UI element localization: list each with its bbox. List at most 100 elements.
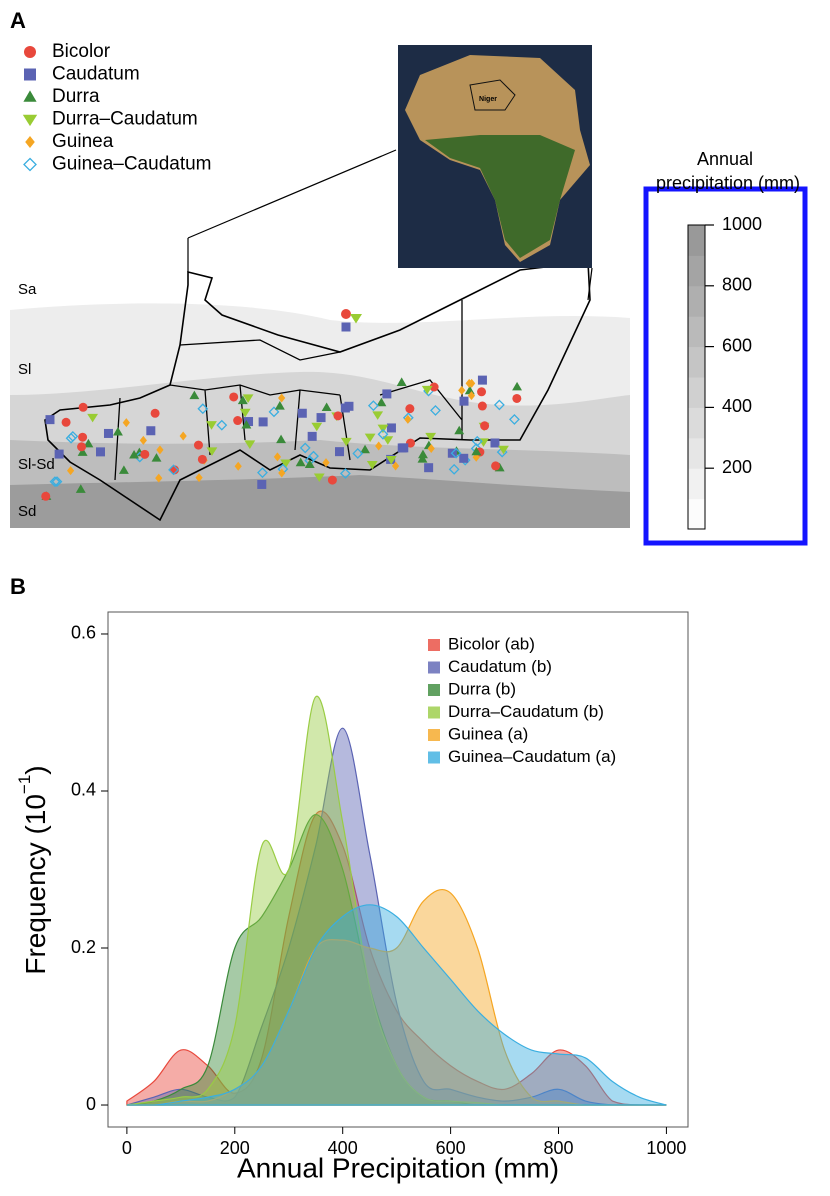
site-marker xyxy=(450,447,462,459)
colorbar-tick-label: 200 xyxy=(722,457,752,477)
site-marker xyxy=(448,463,460,475)
y-label-text: ) xyxy=(20,765,51,774)
site-marker xyxy=(129,450,140,459)
site-marker xyxy=(344,401,354,411)
legend-marker xyxy=(24,46,36,58)
site-marker xyxy=(77,442,87,452)
y-label-text: Frequency (10 xyxy=(20,794,51,975)
colorbar-tick-label: 800 xyxy=(722,275,752,295)
colorbar-cell xyxy=(688,255,705,287)
site-marker xyxy=(352,448,364,459)
site-marker xyxy=(367,400,379,412)
site-marker xyxy=(404,414,412,424)
site-marker xyxy=(391,461,400,471)
site-marker xyxy=(78,432,88,442)
site-marker xyxy=(350,314,362,324)
colorbar-cell xyxy=(688,285,705,317)
x-tick-label: 1000 xyxy=(646,1138,686,1158)
site-marker xyxy=(498,445,509,455)
x-tick-label: 200 xyxy=(220,1138,250,1158)
colorbar-cell xyxy=(688,498,705,530)
colorbar-outline xyxy=(687,224,706,530)
site-marker xyxy=(307,431,317,441)
density-area xyxy=(126,727,667,1106)
site-marker xyxy=(75,484,86,493)
site-marker xyxy=(41,491,51,501)
site-marker xyxy=(375,441,383,451)
site-marker xyxy=(454,425,465,435)
site-marker xyxy=(364,433,376,443)
site-marker xyxy=(477,375,487,385)
site-marker xyxy=(316,413,326,423)
zone-label: Sa xyxy=(18,281,37,298)
site-marker xyxy=(233,416,243,426)
site-marker xyxy=(150,408,160,418)
site-marker xyxy=(61,417,71,427)
site-marker xyxy=(274,401,285,410)
colorbar-cell xyxy=(688,437,705,469)
legend-label: Guinea–Caudatum xyxy=(52,154,212,175)
site-marker xyxy=(493,399,505,411)
zone-label: Sd xyxy=(18,503,36,520)
panel-label: A xyxy=(10,8,26,33)
zone-sd-band xyxy=(10,475,630,528)
site-marker xyxy=(477,401,487,411)
site-marker xyxy=(206,447,218,456)
site-marker xyxy=(327,475,337,485)
legend-label: Bicolor xyxy=(52,41,111,62)
site-marker xyxy=(459,396,469,406)
site-marker xyxy=(335,447,345,457)
site-marker xyxy=(237,395,248,405)
legend-marker xyxy=(23,157,37,172)
site-marker xyxy=(239,408,251,418)
site-marker xyxy=(278,468,286,478)
site-marker xyxy=(118,465,129,474)
legend-label: Bicolor (ab) xyxy=(448,634,535,653)
site-marker xyxy=(87,413,99,423)
site-marker xyxy=(51,476,63,488)
site-marker xyxy=(471,446,482,456)
site-marker xyxy=(429,382,439,392)
site-marker xyxy=(468,378,476,388)
site-marker xyxy=(195,473,203,483)
site-marker xyxy=(427,443,435,453)
site-marker xyxy=(229,392,239,402)
site-marker xyxy=(480,421,490,431)
colorbar-title: Annual xyxy=(697,149,753,169)
site-marker xyxy=(304,459,315,469)
connector xyxy=(187,149,397,239)
site-marker xyxy=(197,454,207,464)
site-marker xyxy=(268,406,280,418)
legend-label: Durra–Caudatum xyxy=(52,109,198,130)
legend-swatch xyxy=(428,751,440,764)
legend-label: Guinea–Caudatum (a) xyxy=(448,747,616,766)
site-marker xyxy=(424,463,434,473)
site-marker xyxy=(360,444,370,454)
zone-label: Sl-Sd xyxy=(18,456,55,473)
x-tick-label: 0 xyxy=(122,1138,132,1158)
site-marker xyxy=(179,431,187,441)
legend-marker xyxy=(22,114,38,127)
x-tick-label: 400 xyxy=(328,1138,358,1158)
site-marker xyxy=(399,443,409,453)
site-marker xyxy=(216,419,228,431)
plot-frame xyxy=(107,611,689,1128)
site-marker xyxy=(206,421,217,430)
density-area xyxy=(126,889,667,1106)
colorbar-cell xyxy=(688,225,705,256)
site-marker xyxy=(321,402,332,412)
site-marker xyxy=(54,449,64,459)
y-tick-label: 0.2 xyxy=(71,937,96,957)
legend-label: Caudatum xyxy=(52,64,140,85)
site-marker xyxy=(295,457,306,467)
site-marker xyxy=(471,435,483,447)
site-marker xyxy=(458,385,466,395)
colorbar-tick-label: 1000 xyxy=(722,214,762,234)
site-marker xyxy=(425,432,437,442)
site-marker xyxy=(45,415,55,425)
legend-marker xyxy=(25,136,35,148)
site-marker xyxy=(341,309,351,319)
site-marker xyxy=(234,461,242,471)
site-marker xyxy=(376,397,387,407)
colorbar-cell xyxy=(688,346,705,378)
